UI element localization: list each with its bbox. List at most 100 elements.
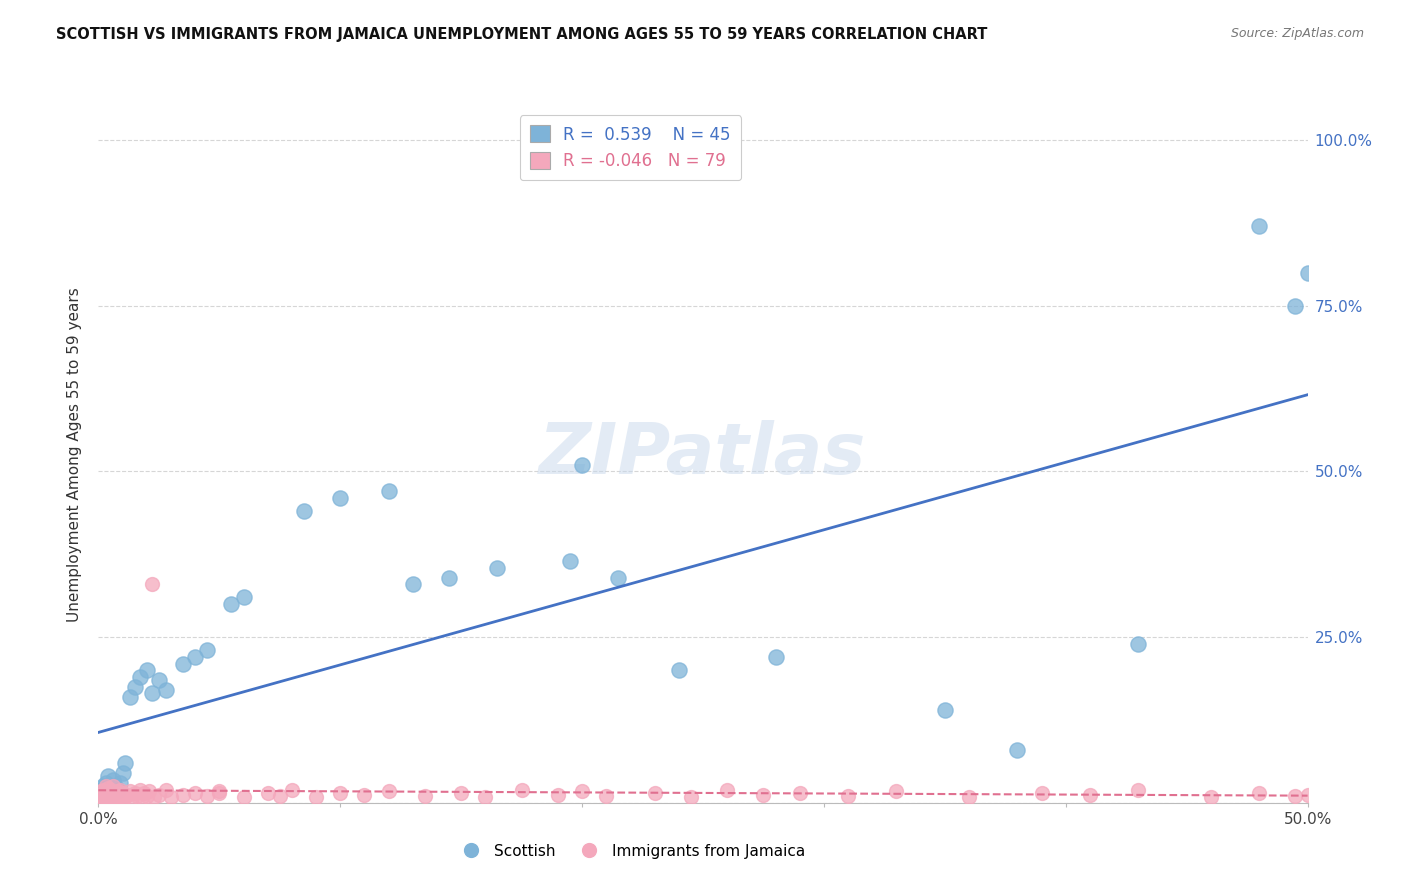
Point <box>91 782 114 797</box>
Point <box>1128 782 1150 797</box>
Point <box>377 484 399 499</box>
Y-axis label: Unemployment Among Ages 55 to 59 years: Unemployment Among Ages 55 to 59 years <box>67 287 83 623</box>
Point <box>104 779 127 793</box>
Point <box>94 776 117 790</box>
Point <box>160 790 183 805</box>
Point <box>377 784 399 798</box>
Point <box>128 670 150 684</box>
Point <box>1284 789 1306 804</box>
Point <box>172 788 194 802</box>
Text: Source: ZipAtlas.com: Source: ZipAtlas.com <box>1230 27 1364 40</box>
Point <box>1078 788 1101 802</box>
Point <box>155 683 177 698</box>
Point <box>957 790 980 805</box>
Point <box>97 769 120 783</box>
Point <box>1128 637 1150 651</box>
Point <box>474 790 496 805</box>
Point <box>644 786 666 800</box>
Point <box>148 788 170 802</box>
Point <box>172 657 194 671</box>
Point <box>281 782 304 797</box>
Point <box>195 789 218 804</box>
Point <box>108 776 131 790</box>
Point <box>108 789 131 804</box>
Point <box>292 504 315 518</box>
Point <box>90 782 112 797</box>
Point <box>437 570 460 584</box>
Point <box>143 790 166 805</box>
Point <box>595 789 617 804</box>
Point <box>510 782 533 797</box>
Point <box>124 786 146 800</box>
Point <box>97 781 120 796</box>
Point <box>100 782 122 797</box>
Point <box>107 782 129 797</box>
Point <box>118 690 141 704</box>
Point <box>558 554 581 568</box>
Point <box>124 680 146 694</box>
Point <box>91 792 114 806</box>
Point <box>668 663 690 677</box>
Point <box>1296 788 1319 802</box>
Point <box>117 788 139 802</box>
Point <box>90 790 112 805</box>
Point <box>1249 786 1271 800</box>
Point <box>91 786 114 800</box>
Point <box>1199 790 1222 805</box>
Point <box>329 786 352 800</box>
Point <box>184 650 207 665</box>
Point <box>100 788 122 802</box>
Point <box>1031 786 1053 800</box>
Point <box>97 784 120 798</box>
Point <box>353 788 375 802</box>
Legend: Scottish, Immigrants from Jamaica: Scottish, Immigrants from Jamaica <box>450 838 811 864</box>
Point <box>607 570 630 584</box>
Point <box>91 789 114 804</box>
Point <box>232 591 254 605</box>
Point <box>90 788 112 802</box>
Point <box>114 790 136 805</box>
Point <box>547 788 569 802</box>
Point <box>1249 219 1271 234</box>
Point <box>789 786 811 800</box>
Point <box>184 786 207 800</box>
Point <box>108 782 131 797</box>
Point <box>571 784 593 798</box>
Point <box>571 458 593 472</box>
Point <box>134 786 156 800</box>
Point <box>111 786 134 800</box>
Point <box>114 756 136 770</box>
Point <box>837 789 859 804</box>
Point <box>91 786 114 800</box>
Point <box>141 577 163 591</box>
Point <box>100 781 122 796</box>
Point <box>94 779 117 793</box>
Point <box>256 786 278 800</box>
Point <box>107 790 129 805</box>
Point <box>94 784 117 798</box>
Point <box>91 779 114 793</box>
Text: ZIPatlas: ZIPatlas <box>540 420 866 490</box>
Point <box>886 784 908 798</box>
Point <box>155 782 177 797</box>
Point <box>1284 299 1306 313</box>
Point <box>97 786 120 800</box>
Point <box>413 789 436 804</box>
Point <box>752 788 775 802</box>
Point <box>97 790 120 805</box>
Point <box>141 686 163 700</box>
Point <box>148 673 170 688</box>
Point <box>111 766 134 780</box>
Point <box>195 643 218 657</box>
Point <box>135 663 157 677</box>
Point <box>101 779 124 793</box>
Point <box>101 790 124 805</box>
Point <box>101 787 124 801</box>
Point <box>208 786 231 800</box>
Point <box>221 597 243 611</box>
Point <box>94 791 117 805</box>
Point <box>94 789 117 804</box>
Point <box>135 789 157 804</box>
Text: SCOTTISH VS IMMIGRANTS FROM JAMAICA UNEMPLOYMENT AMONG AGES 55 TO 59 YEARS CORRE: SCOTTISH VS IMMIGRANTS FROM JAMAICA UNEM… <box>56 27 987 42</box>
Point <box>402 577 425 591</box>
